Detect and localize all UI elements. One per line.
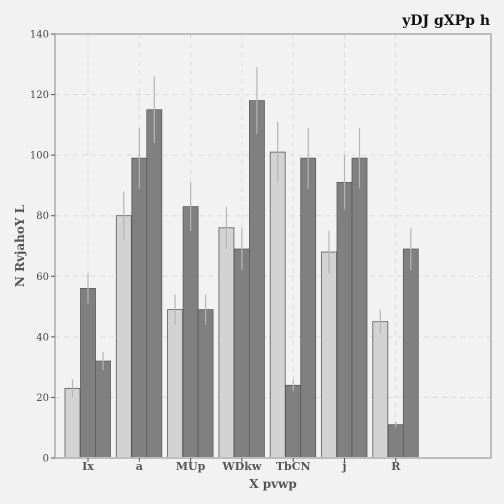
bar — [300, 157, 317, 459]
y-tick-label: 20 — [36, 393, 49, 404]
bar — [269, 151, 286, 459]
bar — [167, 309, 184, 459]
bar — [131, 157, 148, 459]
bar — [336, 181, 353, 459]
bar — [285, 384, 302, 459]
bar — [218, 227, 235, 459]
bar — [80, 287, 96, 459]
chart-title: yDJ gXPp h — [401, 13, 490, 29]
bar — [64, 387, 81, 459]
x-tick-label: MUp — [176, 460, 206, 473]
y-tick-label: 80 — [36, 211, 49, 222]
bar — [233, 248, 250, 459]
x-tick-label: WDkw — [221, 460, 262, 473]
bar — [248, 100, 265, 459]
y-axis-ticks: 0 20 40 60 80 100 120 140 — [30, 30, 55, 465]
plot-frame — [54, 33, 492, 459]
x-tick-label: Ix — [82, 460, 94, 473]
bar — [197, 309, 214, 459]
bar — [146, 109, 163, 459]
y-tick-label: 140 — [30, 30, 49, 41]
y-tick-label: 40 — [36, 332, 49, 343]
x-tick-label: a — [136, 460, 143, 473]
y-tick-label: 0 — [43, 454, 49, 465]
bar — [95, 360, 111, 459]
x-axis-title: X pvwp — [249, 477, 297, 491]
y-tick-label: 60 — [36, 272, 49, 283]
bar — [182, 206, 199, 459]
y-axis-title: N RvjahoY L — [13, 204, 27, 287]
x-tick-label: j — [342, 460, 347, 473]
bar — [321, 251, 337, 459]
bar — [402, 248, 419, 459]
bar — [372, 321, 389, 459]
error-bars — [71, 67, 412, 428]
x-tick-label: TbCN — [276, 460, 311, 473]
y-tick-label: 100 — [30, 151, 49, 162]
x-tick-label: R — [391, 460, 401, 473]
bar — [115, 215, 132, 459]
x-axis-ticks: Ix a MUp WDkw TbCN j R — [82, 458, 401, 473]
y-tick-label: 120 — [30, 90, 49, 101]
bar — [351, 157, 368, 459]
bar — [387, 424, 404, 459]
bars — [64, 100, 419, 459]
